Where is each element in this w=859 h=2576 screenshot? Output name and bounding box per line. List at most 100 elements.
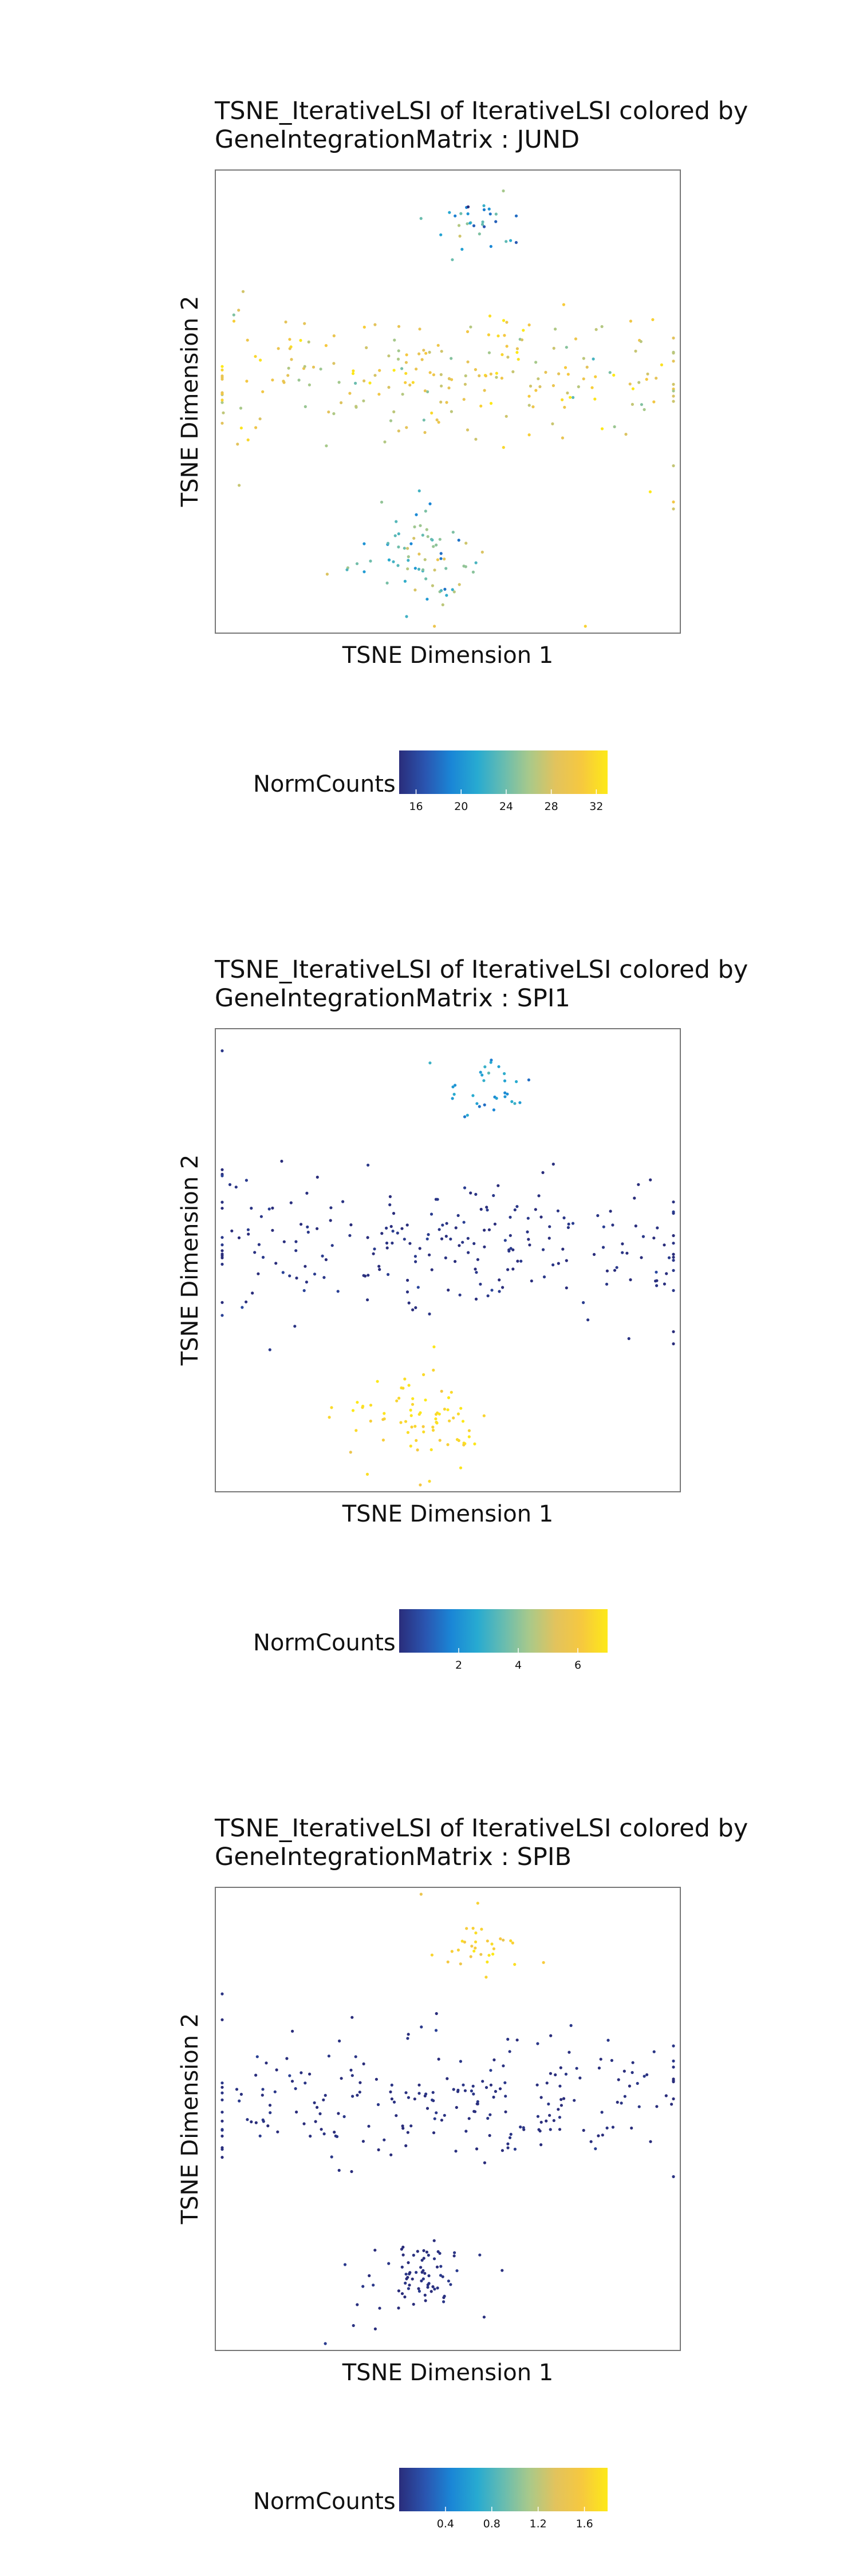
scatter-point	[373, 1247, 376, 1251]
scatter-point	[434, 1198, 438, 1201]
scatter-point	[652, 400, 656, 404]
scatter-point	[631, 2071, 634, 2075]
scatter-point	[220, 1200, 224, 1204]
scatter-point	[672, 2175, 675, 2178]
scatter-point	[300, 2071, 303, 2075]
scatter-point	[482, 1079, 486, 1082]
scatter-point	[422, 418, 425, 422]
scatter-point	[672, 1330, 675, 1333]
scatter-point	[431, 1425, 435, 1429]
scatter-point	[237, 1236, 241, 1239]
scatter-point	[424, 2092, 428, 2096]
scatter-point	[495, 376, 498, 379]
scatter-point	[220, 1262, 224, 1266]
scatter-point	[539, 1215, 543, 1219]
scatter-point	[637, 2105, 641, 2108]
scatter-point	[432, 1345, 436, 1349]
scatter-point	[529, 384, 533, 388]
scatter-point	[634, 349, 637, 353]
scatter-point	[302, 1289, 306, 1293]
scatter-point	[367, 1163, 370, 1167]
scatter-point	[232, 319, 236, 323]
scatter-point	[551, 1263, 555, 1267]
scatter-point	[606, 2038, 610, 2042]
scatter-point	[320, 2128, 323, 2131]
scatter-point	[423, 389, 427, 393]
scatter-point	[445, 594, 448, 597]
scatter-point	[322, 2098, 325, 2101]
scatter-point	[466, 212, 470, 216]
scatter-point	[414, 1260, 417, 1263]
y-axis-label: TSNE Dimension 2	[177, 2013, 203, 2225]
scatter-point	[672, 2044, 675, 2048]
scatter-point	[542, 1275, 546, 1279]
scatter-point	[461, 1420, 465, 1423]
scatter-point	[612, 373, 616, 377]
scatter-point	[428, 1061, 432, 1065]
scatter-point	[509, 1215, 512, 1219]
scatter-point	[536, 2115, 540, 2118]
scatter-point	[220, 2128, 224, 2131]
scatter-point	[483, 1228, 486, 1232]
scatter-point	[466, 205, 470, 208]
scatter-point	[395, 2114, 398, 2117]
scatter-point	[365, 1472, 369, 1476]
scatter-point	[424, 1398, 427, 1402]
scatter-point	[559, 2104, 564, 2107]
scatter-point	[364, 1274, 367, 1278]
scatter-point	[526, 1216, 530, 1220]
scatter-point	[407, 2261, 410, 2265]
scatter-point	[493, 1222, 497, 1226]
scatter-point	[306, 1225, 309, 1228]
scatter-point	[406, 2131, 409, 2134]
scatter-point	[652, 1236, 656, 1240]
scatter-point	[411, 1397, 415, 1400]
scatter-point	[438, 1439, 442, 1442]
scatter-point	[327, 410, 330, 414]
scatter-point	[367, 2124, 371, 2128]
scatter-point	[451, 531, 455, 534]
scatter-point	[409, 542, 413, 546]
scatter-point	[290, 2080, 294, 2083]
scatter-point	[438, 1412, 441, 1416]
scatter-point	[418, 1247, 421, 1250]
scatter-point	[433, 2117, 436, 2120]
scatter-point	[354, 381, 357, 385]
scatter-point	[395, 520, 398, 523]
scatter-point	[466, 222, 469, 226]
scatter-point	[332, 334, 336, 338]
scatter-point	[563, 405, 566, 409]
scatter-point	[497, 1184, 500, 1187]
chart-title-line1: TSNE_IterativeLSI of IterativeLSI colore…	[214, 955, 748, 984]
scatter-point	[349, 2068, 353, 2072]
scatter-point	[430, 1212, 434, 1216]
scatter-point	[246, 1228, 250, 1231]
scatter-point	[517, 358, 520, 361]
scatter-point	[558, 2128, 562, 2131]
scatter-point	[361, 1406, 364, 1409]
scatter-point	[440, 1389, 443, 1393]
scatter-point	[420, 2279, 423, 2283]
scatter-point	[489, 402, 493, 405]
scatter-point	[486, 1939, 489, 1943]
scatter-point	[448, 211, 451, 214]
scatter-point	[645, 2073, 649, 2076]
scatter-point	[383, 1412, 386, 1415]
scatter-point	[254, 2121, 258, 2124]
scatter-point	[600, 427, 604, 430]
scatter-point	[463, 1115, 467, 1119]
scatter-point	[567, 1222, 570, 1226]
scatter-point	[488, 2113, 492, 2116]
scatter-point	[487, 351, 491, 354]
scatter-point	[474, 1940, 478, 1943]
scatter-point	[439, 2274, 443, 2277]
scatter-point	[430, 1953, 434, 1957]
scatter-point	[411, 1402, 415, 1406]
scatter-point	[458, 234, 462, 238]
scatter-point	[466, 1236, 470, 1240]
scatter-point	[469, 1191, 472, 1195]
chart-panel-jund: TSNE_IterativeLSI of IterativeLSI colore…	[0, 0, 859, 859]
scatter-point	[288, 2074, 291, 2077]
scatter-point	[220, 392, 224, 396]
scatter-point	[330, 1244, 334, 1247]
